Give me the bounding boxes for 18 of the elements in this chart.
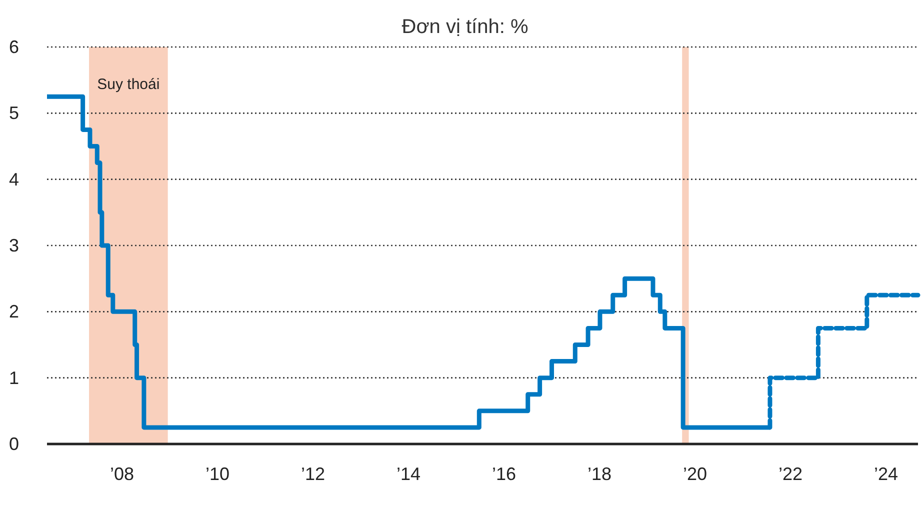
y-tick-label: 5 xyxy=(8,103,20,124)
y-tick-label: 3 xyxy=(8,236,20,256)
y-tick-label: 2 xyxy=(8,302,20,322)
x-tick-label: ’08 xyxy=(110,464,134,484)
y-tick-label: 0 xyxy=(8,434,20,454)
x-tick-label: ’18 xyxy=(587,464,612,484)
band-label: Suy thoái xyxy=(97,76,160,93)
y-tick-label: 4 xyxy=(8,169,20,190)
y-tick-label: 6 xyxy=(8,37,20,57)
x-tick-label: ’10 xyxy=(205,464,230,484)
x-tick-label: ’14 xyxy=(396,464,420,484)
x-tick-label: ’20 xyxy=(682,464,708,484)
x-tick-label: ’24 xyxy=(874,464,898,484)
x-tick-label: ’12 xyxy=(300,464,325,484)
x-tick-label: ’22 xyxy=(778,464,803,484)
chart-subtitle: Đơn vị tính: % xyxy=(402,16,528,38)
x-tick-label: ’16 xyxy=(492,464,516,484)
y-tick-label: 1 xyxy=(8,368,20,388)
